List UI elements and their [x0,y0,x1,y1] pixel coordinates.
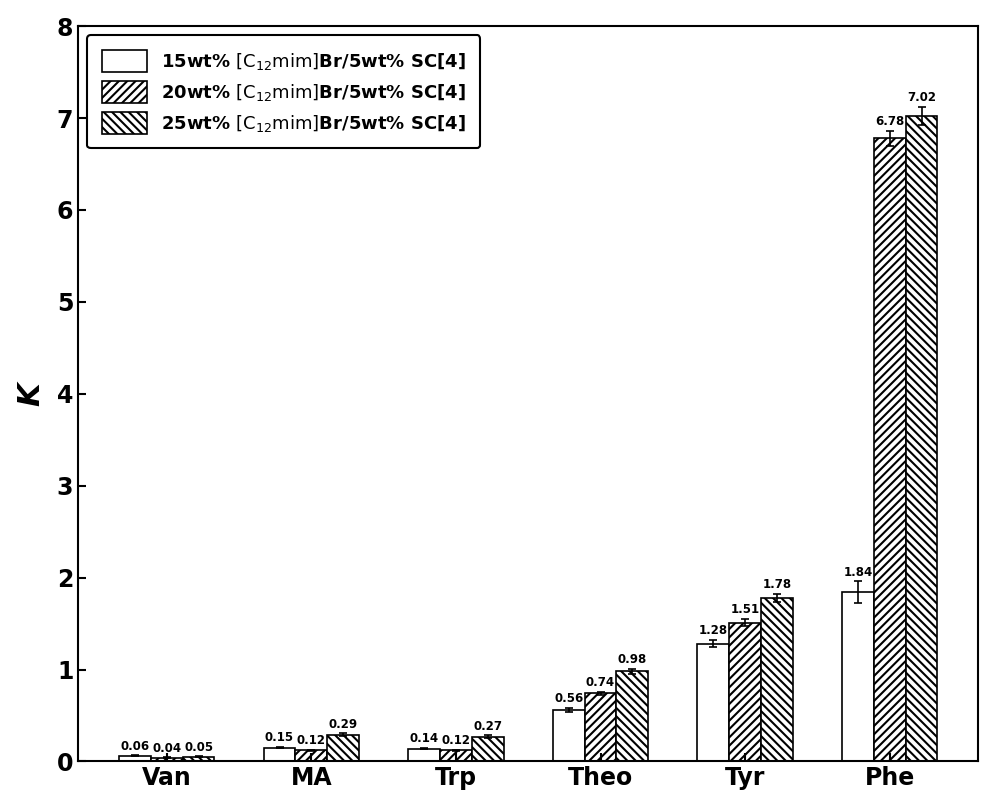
Bar [729,623,760,762]
Text: 0.05: 0.05 [184,741,213,754]
Text: 0.06: 0.06 [120,740,149,753]
Text: 0.56: 0.56 [554,692,582,705]
Bar [584,693,616,762]
Bar [873,138,905,762]
Bar [151,758,183,762]
Text: 1.51: 1.51 [730,604,758,617]
Text: 0.98: 0.98 [617,653,646,666]
Bar [471,737,503,762]
Bar [616,671,648,762]
Text: 0.12: 0.12 [441,734,470,747]
Bar [119,756,151,762]
Text: 0.74: 0.74 [585,675,614,689]
Bar [263,747,295,762]
Bar [905,116,936,762]
Text: 0.14: 0.14 [410,732,438,745]
Text: 1.28: 1.28 [698,625,728,638]
Text: 0.04: 0.04 [152,742,181,755]
Legend: 15wt% $[\mathrm{C}_{12}\mathrm{mim}]$Br/5wt% SC[4], 20wt% $[\mathrm{C}_{12}\math: 15wt% $[\mathrm{C}_{12}\mathrm{mim}]$Br/… [87,36,480,148]
Bar [327,735,359,762]
Bar [760,598,792,762]
Text: 6.78: 6.78 [874,115,904,128]
Text: 7.02: 7.02 [907,91,935,104]
Text: 0.27: 0.27 [473,720,502,733]
Bar [553,710,584,762]
Text: 0.15: 0.15 [264,731,294,744]
Bar [439,751,471,762]
Bar [183,757,215,762]
Bar [295,751,327,762]
Y-axis label: K: K [17,382,46,406]
Text: 1.84: 1.84 [843,566,872,579]
Bar [841,592,873,762]
Text: 1.78: 1.78 [761,579,790,592]
Bar [408,749,439,762]
Bar [697,644,729,762]
Text: 0.12: 0.12 [296,734,325,747]
Text: 0.29: 0.29 [328,717,358,730]
